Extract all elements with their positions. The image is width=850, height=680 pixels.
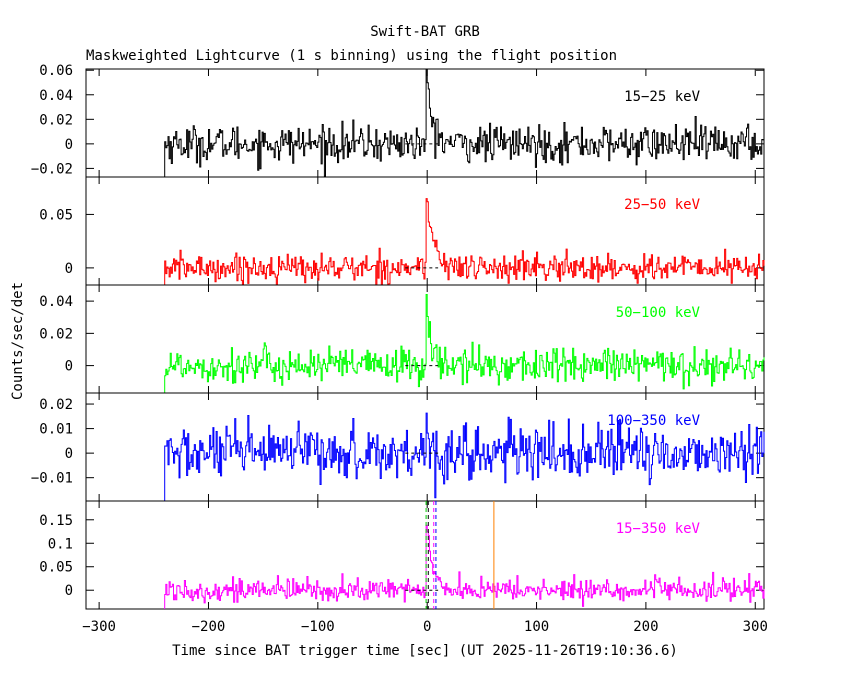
y-tick-label: 0.01: [39, 422, 73, 438]
y-tick-label: 0: [65, 137, 73, 153]
band-label: 50−100 keV: [616, 305, 701, 321]
x-tick-label: 300: [743, 619, 768, 635]
panel-frame: [85, 284, 765, 394]
x-tick-label: 200: [633, 619, 658, 635]
y-tick-label: 0: [65, 583, 73, 599]
band-label: 15−25 keV: [624, 89, 700, 105]
x-tick-label: 100: [524, 619, 549, 635]
y-tick-label: 0.04: [39, 294, 73, 310]
x-tick-label: 0: [423, 619, 431, 635]
band-label: 25−50 keV: [624, 197, 700, 213]
y-tick-label: 0.05: [39, 560, 73, 576]
y-tick-label: −0.01: [31, 471, 73, 487]
x-tick-label: −200: [192, 619, 226, 635]
y-tick-label: 0: [65, 261, 73, 277]
panel-1: −0.02 0 0.02 0.04 0.06 15−25 keV: [31, 63, 765, 178]
x-axis-label: Time since BAT trigger time [sec] (UT 20…: [172, 643, 678, 659]
y-tick-label: −0.02: [31, 161, 73, 177]
chart-title: Swift-BAT GRB: [370, 24, 480, 40]
x-tick-label: −300: [82, 619, 116, 635]
lightcurve-series: [164, 68, 765, 177]
chart-subtitle: Maskweighted Lightcurve (1 s binning) us…: [86, 48, 617, 64]
panel-2: 0 0.05 25−50 keV: [39, 176, 765, 286]
panel-5: 0 0.05 0.1 0.15 15−350 keV: [39, 500, 765, 610]
y-tick-label: 0: [65, 359, 73, 375]
panels-group: −0.02 0 0.02 0.04 0.06 15−25 keV 0 0.05 25−50 ke…: [31, 63, 768, 635]
y-tick-label: 0.15: [39, 513, 73, 529]
lightcurve-series: [164, 294, 765, 393]
band-label: 100−350 keV: [607, 413, 700, 429]
panel-frame: [85, 68, 765, 178]
lightcurve-series: [164, 198, 765, 286]
y-tick-label: 0.02: [39, 397, 73, 413]
panel-3: 0 0.02 0.04 50−100 keV: [39, 284, 765, 394]
y-tick-label: 0.05: [39, 207, 73, 223]
band-label: 15−350 keV: [616, 521, 701, 537]
x-tick-label: −100: [301, 619, 335, 635]
y-tick-label: 0.1: [48, 536, 73, 552]
y-axis-label: Counts/sec/det: [10, 282, 26, 400]
lightcurve-series: [164, 524, 765, 609]
lightcurve-series: [164, 412, 765, 501]
y-tick-label: 0.04: [39, 88, 73, 104]
panel-frame: [85, 500, 765, 610]
y-tick-label: 0.02: [39, 112, 73, 128]
panel-4: −0.01 0 0.01 0.02 100−350 keV: [31, 392, 765, 502]
y-tick-label: 0: [65, 446, 73, 462]
y-tick-label: 0.06: [39, 63, 73, 79]
y-tick-label: 0.02: [39, 326, 73, 342]
